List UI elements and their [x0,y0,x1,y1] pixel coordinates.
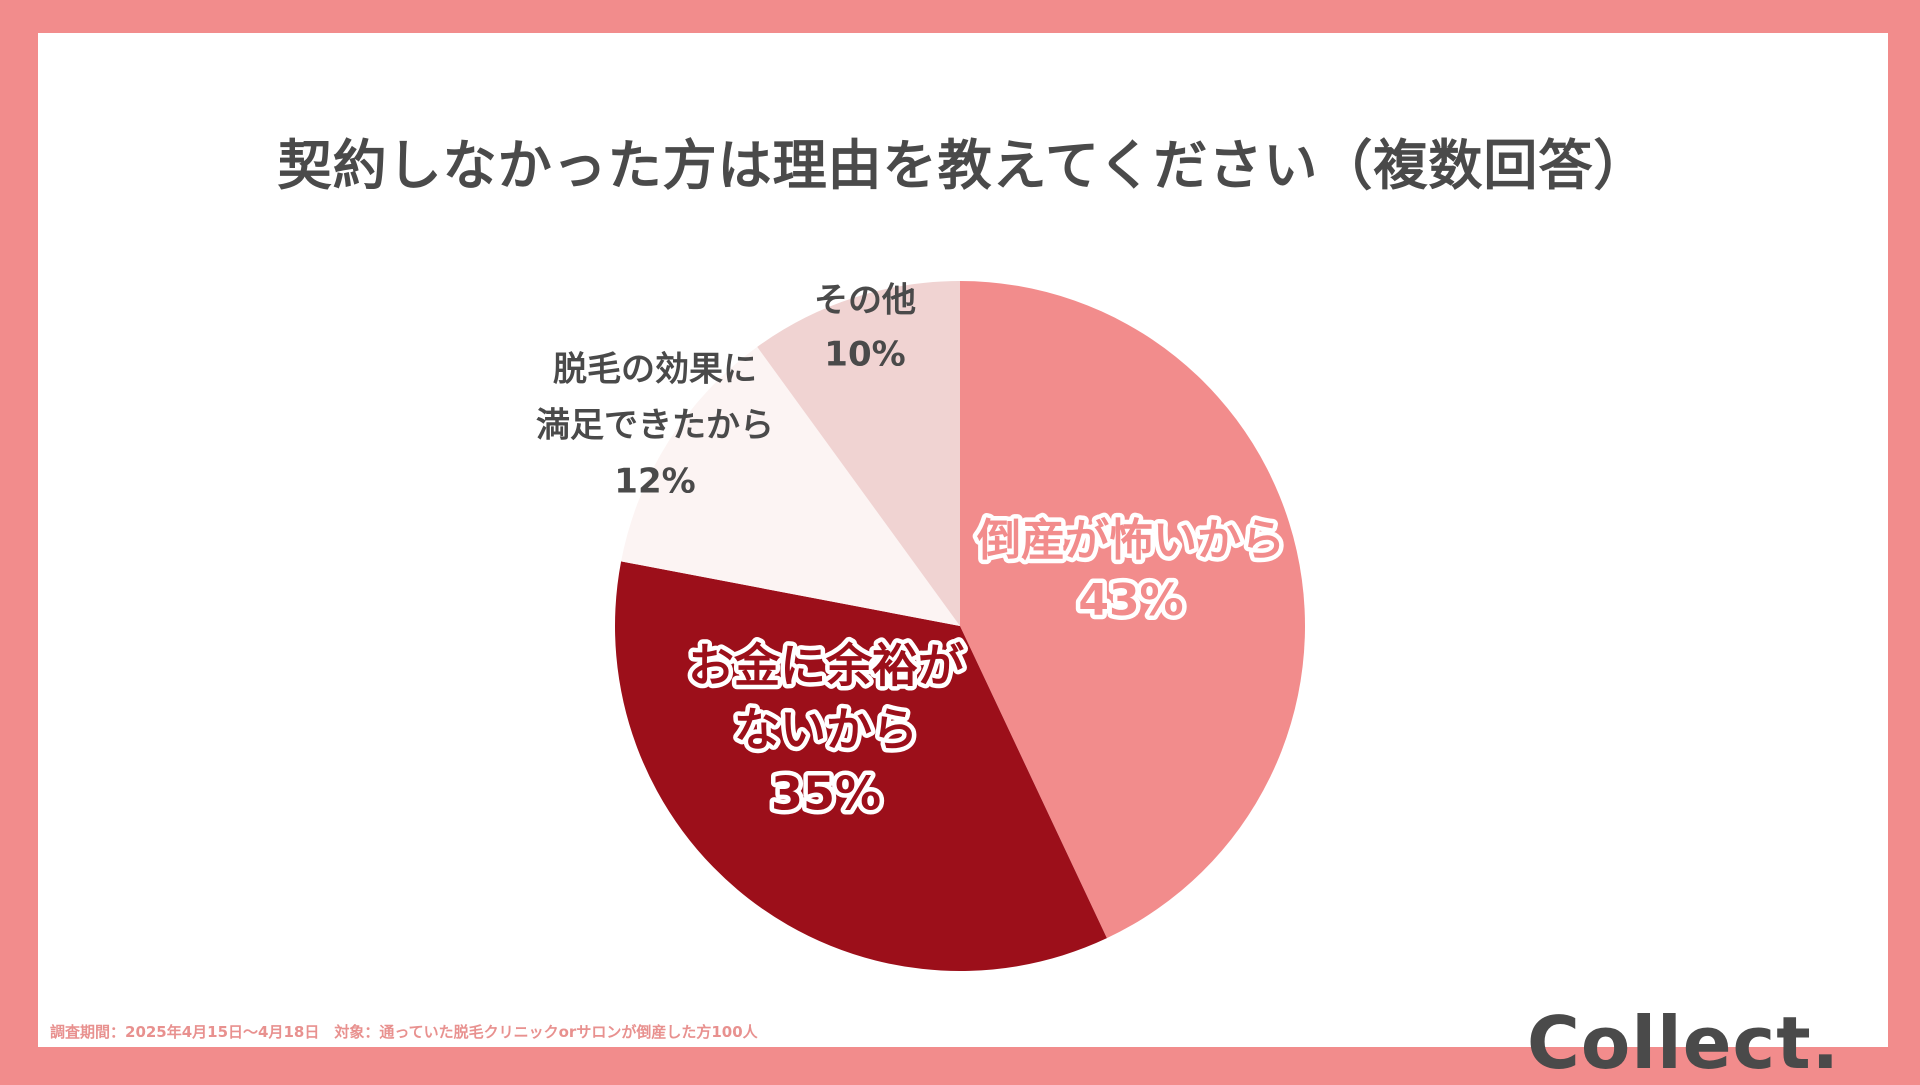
pie-slice [960,281,1306,939]
pie-slice [621,346,960,626]
chart-card: 契約しなかった方は理由を教えてください（複数回答） 倒産が怖いから 43% お金に余… [38,33,1888,1085]
survey-footnote: 調査期間：2025年4月15日～4月18日 対象：通っていた脱毛クリニックorサ… [50,1023,758,1041]
pie-slice [757,281,960,626]
slice-label-group: 倒産が怖いから 43% [972,511,1290,631]
collect-logo: Collect. [1527,1001,1840,1085]
slice-value-label: 12% [614,462,695,502]
slice-value-label: 43% [1078,575,1183,626]
slice-category-label: 脱毛の効果に [553,350,757,390]
slice-category-label: お金に余裕が [688,639,964,693]
slice-label-group: その他 10% [814,281,916,375]
slice-category-label: その他 [814,281,916,321]
pie-slice [615,561,1107,971]
slice-category-label: ないから [734,703,918,757]
slice-value-label: 35% [771,767,881,821]
slice-category-label: 満足できたから [536,406,774,446]
chart-title: 契約しなかった方は理由を教えてください（複数回答） [277,134,1649,197]
slice-category-label: 倒産が怖いから [976,515,1285,566]
slice-value-label: 10% [824,335,905,375]
